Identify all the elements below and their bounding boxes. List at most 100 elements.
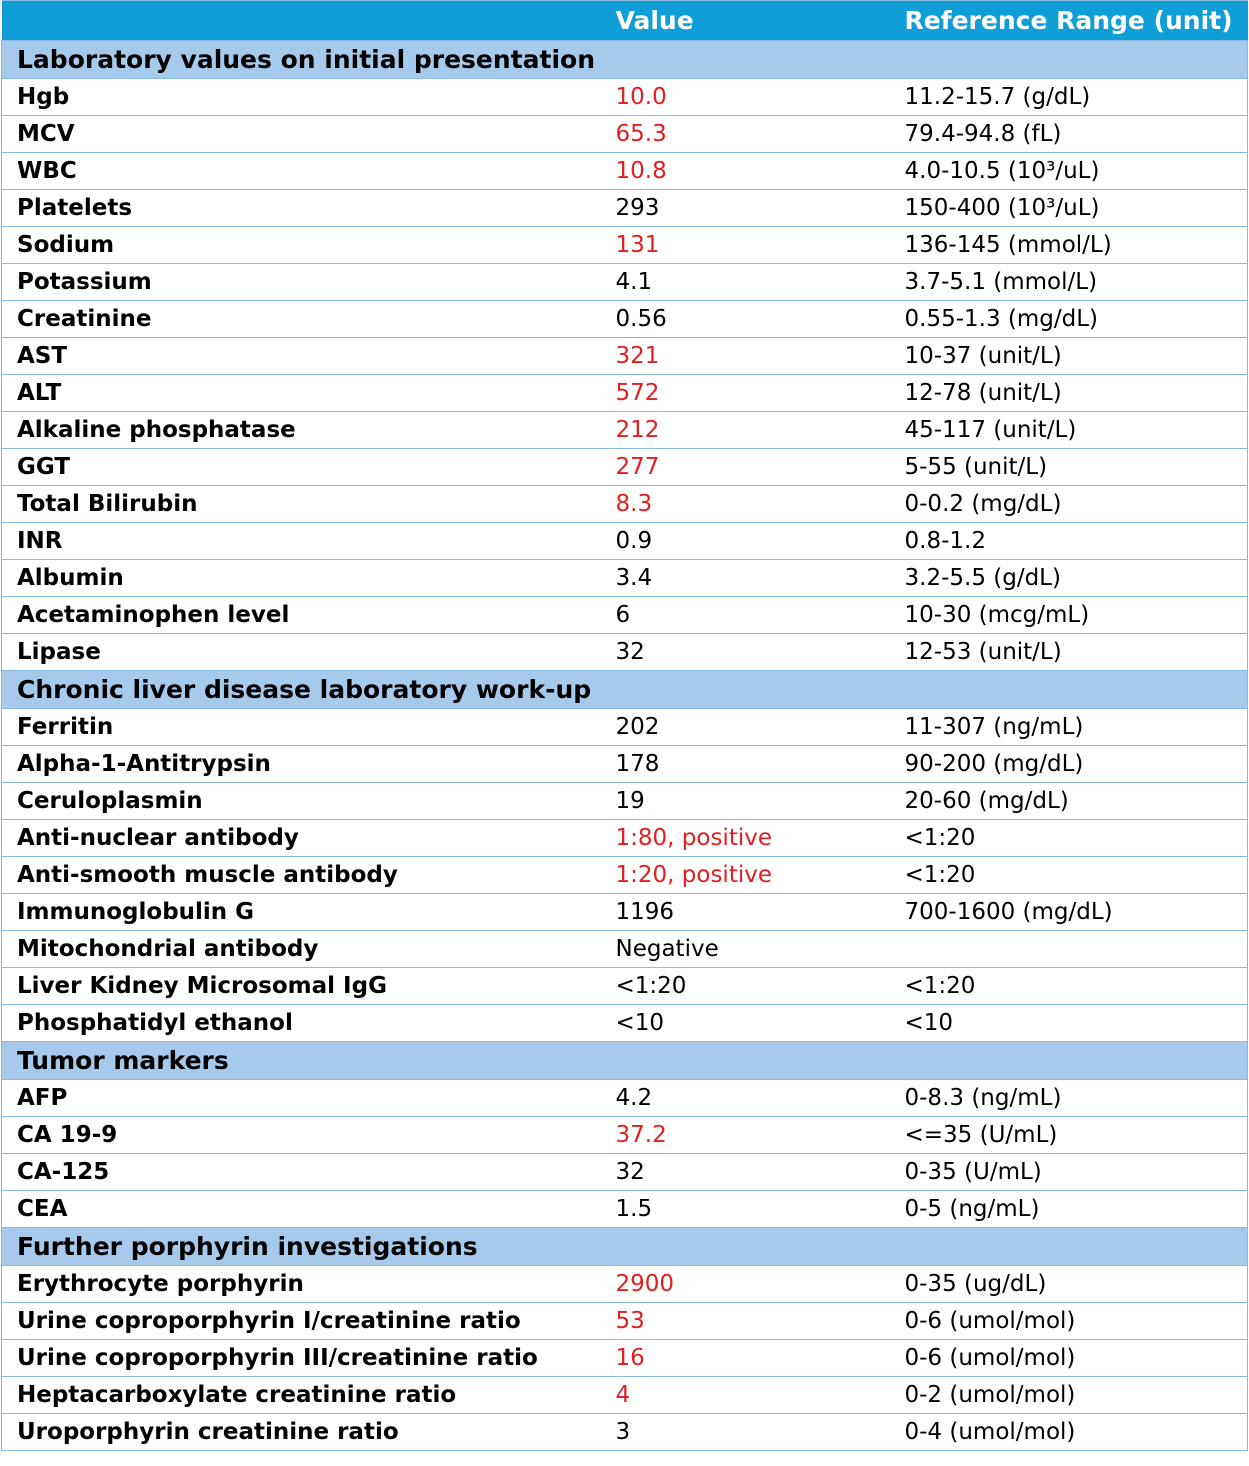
reference-range-cell: 12-78 (unit/L) — [887, 374, 1248, 412]
test-name-cell: CA-125 — [1, 1153, 600, 1191]
reference-range-cell: 11.2-15.7 (g/dL) — [887, 78, 1248, 116]
table-row: Ceruloplasmin 19 20-60 (mg/dL) — [1, 782, 1248, 820]
abnormal-value-cell: 2900 — [599, 1265, 888, 1303]
value-cell: <1:20 — [599, 967, 888, 1005]
test-name-cell: Acetaminophen level — [1, 596, 600, 634]
test-name-cell: Lipase — [1, 633, 600, 671]
table-row: Urine coproporphyrin III/creatinine rati… — [1, 1339, 1248, 1377]
reference-range-cell: 0-35 (ug/dL) — [887, 1265, 1248, 1303]
abnormal-value-cell: 10.8 — [599, 152, 888, 190]
value-cell: 1.5 — [599, 1190, 888, 1228]
table-row: Ferritin 202 11-307 (ng/mL) — [1, 708, 1248, 746]
test-name-cell: Anti-smooth muscle antibody — [1, 856, 600, 894]
value-cell: Negative — [599, 930, 888, 968]
table-row: Immunoglobulin G 1196 700-1600 (mg/dL) — [1, 893, 1248, 931]
table-row: AST 321 10-37 (unit/L) — [1, 337, 1248, 375]
reference-range-cell: 136-145 (mmol/L) — [887, 226, 1248, 264]
value-cell: 293 — [599, 189, 888, 227]
test-name-cell: MCV — [1, 115, 600, 153]
reference-range-cell: 0.8-1.2 — [887, 522, 1248, 560]
reference-range-cell: 5-55 (unit/L) — [887, 448, 1248, 486]
value-cell: 3 — [599, 1413, 888, 1451]
reference-range-cell: <1:20 — [887, 856, 1248, 894]
abnormal-value-cell: 1:20, positive — [599, 856, 888, 894]
test-name-cell: WBC — [1, 152, 600, 190]
abnormal-value-cell: 321 — [599, 337, 888, 375]
value-cell: 4.2 — [599, 1079, 888, 1117]
abnormal-value-cell: 572 — [599, 374, 888, 412]
abnormal-value-cell: 131 — [599, 226, 888, 264]
test-name-cell: Immunoglobulin G — [1, 893, 600, 931]
test-name-cell: Hgb — [1, 78, 600, 116]
test-name-cell: CA 19-9 — [1, 1116, 600, 1154]
abnormal-value-cell: 53 — [599, 1302, 888, 1340]
reference-range-cell: 20-60 (mg/dL) — [887, 782, 1248, 820]
reference-range-cell: 3.7-5.1 (mmol/L) — [887, 263, 1248, 301]
test-name-cell: INR — [1, 522, 600, 560]
reference-range-cell: 45-117 (unit/L) — [887, 411, 1248, 449]
abnormal-value-cell: 16 — [599, 1339, 888, 1377]
table-body: Laboratory values on initial presentatio… — [1, 40, 1248, 1451]
test-name-cell: Ceruloplasmin — [1, 782, 600, 820]
test-name-cell: Erythrocyte porphyrin — [1, 1265, 600, 1303]
test-name-cell: ALT — [1, 374, 600, 412]
table-row: GGT 277 5-55 (unit/L) — [1, 448, 1248, 486]
table-row: Alkaline phosphatase 212 45-117 (unit/L) — [1, 411, 1248, 449]
test-name-cell: AFP — [1, 1079, 600, 1117]
table-row: INR 0.9 0.8-1.2 — [1, 522, 1248, 560]
test-name-cell: Phosphatidyl ethanol — [1, 1004, 600, 1042]
value-cell: 4.1 — [599, 263, 888, 301]
table-row: Platelets 293 150-400 (10³/uL) — [1, 189, 1248, 227]
abnormal-value-cell: 37.2 — [599, 1116, 888, 1154]
section-header-row: Further porphyrin investigations — [1, 1227, 1248, 1266]
test-name-cell: Alkaline phosphatase — [1, 411, 600, 449]
reference-range-cell: 12-53 (unit/L) — [887, 633, 1248, 671]
value-cell: 1196 — [599, 893, 888, 931]
table-row: Albumin 3.4 3.2-5.5 (g/dL) — [1, 559, 1248, 597]
value-cell: 19 — [599, 782, 888, 820]
table-row: ALT 572 12-78 (unit/L) — [1, 374, 1248, 412]
test-name-cell: Alpha-1-Antitrypsin — [1, 745, 600, 783]
table-row: AFP 4.2 0-8.3 (ng/mL) — [1, 1079, 1248, 1117]
test-name-cell: CEA — [1, 1190, 600, 1228]
reference-range-cell: 79.4-94.8 (fL) — [887, 115, 1248, 153]
table-row: Mitochondrial antibody Negative — [1, 930, 1248, 968]
abnormal-value-cell: 1:80, positive — [599, 819, 888, 857]
header-reference-range: Reference Range (unit) — [887, 0, 1248, 41]
test-name-cell: Uroporphyrin creatinine ratio — [1, 1413, 600, 1451]
table-row: Lipase 32 12-53 (unit/L) — [1, 633, 1248, 671]
section-title: Chronic liver disease laboratory work-up — [1, 670, 1248, 709]
reference-range-cell: 0-6 (umol/mol) — [887, 1302, 1248, 1340]
reference-range-cell: 0-5 (ng/mL) — [887, 1190, 1248, 1228]
value-cell: <10 — [599, 1004, 888, 1042]
abnormal-value-cell: 65.3 — [599, 115, 888, 153]
table-row: Liver Kidney Microsomal IgG <1:20 <1:20 — [1, 967, 1248, 1005]
reference-range-cell: 0.55-1.3 (mg/dL) — [887, 300, 1248, 338]
table-row: Heptacarboxylate creatinine ratio 4 0-2 (u… — [1, 1376, 1248, 1414]
test-name-cell: Urine coproporphyrin III/creatinine rati… — [1, 1339, 600, 1377]
section-title: Tumor markers — [1, 1041, 1248, 1080]
section-header-row: Tumor markers — [1, 1041, 1248, 1080]
value-cell: 202 — [599, 708, 888, 746]
table-row: Anti-smooth muscle antibody 1:20, positiv… — [1, 856, 1248, 894]
test-name-cell: Total Bilirubin — [1, 485, 600, 523]
section-header-row: Laboratory values on initial presentatio… — [1, 40, 1248, 79]
reference-range-cell: 700-1600 (mg/dL) — [887, 893, 1248, 931]
reference-range-cell: <10 — [887, 1004, 1248, 1042]
reference-range-cell: 0-2 (umol/mol) — [887, 1376, 1248, 1414]
value-cell: 32 — [599, 1153, 888, 1191]
test-name-cell: Mitochondrial antibody — [1, 930, 600, 968]
test-name-cell: AST — [1, 337, 600, 375]
test-name-cell: Creatinine — [1, 300, 600, 338]
table-row: Phosphatidyl ethanol <10 <10 — [1, 1004, 1248, 1042]
reference-range-cell: 90-200 (mg/dL) — [887, 745, 1248, 783]
test-name-cell: Liver Kidney Microsomal IgG — [1, 967, 600, 1005]
value-cell: 0.9 — [599, 522, 888, 560]
abnormal-value-cell: 4 — [599, 1376, 888, 1414]
value-cell: 32 — [599, 633, 888, 671]
test-name-cell: Potassium — [1, 263, 600, 301]
table-row: Sodium 131 136-145 (mmol/L) — [1, 226, 1248, 264]
table-row: Erythrocyte porphyrin 2900 0-35 (ug/dL) — [1, 1265, 1248, 1303]
table-row: CA 19-9 37.2 <=35 (U/mL) — [1, 1116, 1248, 1154]
